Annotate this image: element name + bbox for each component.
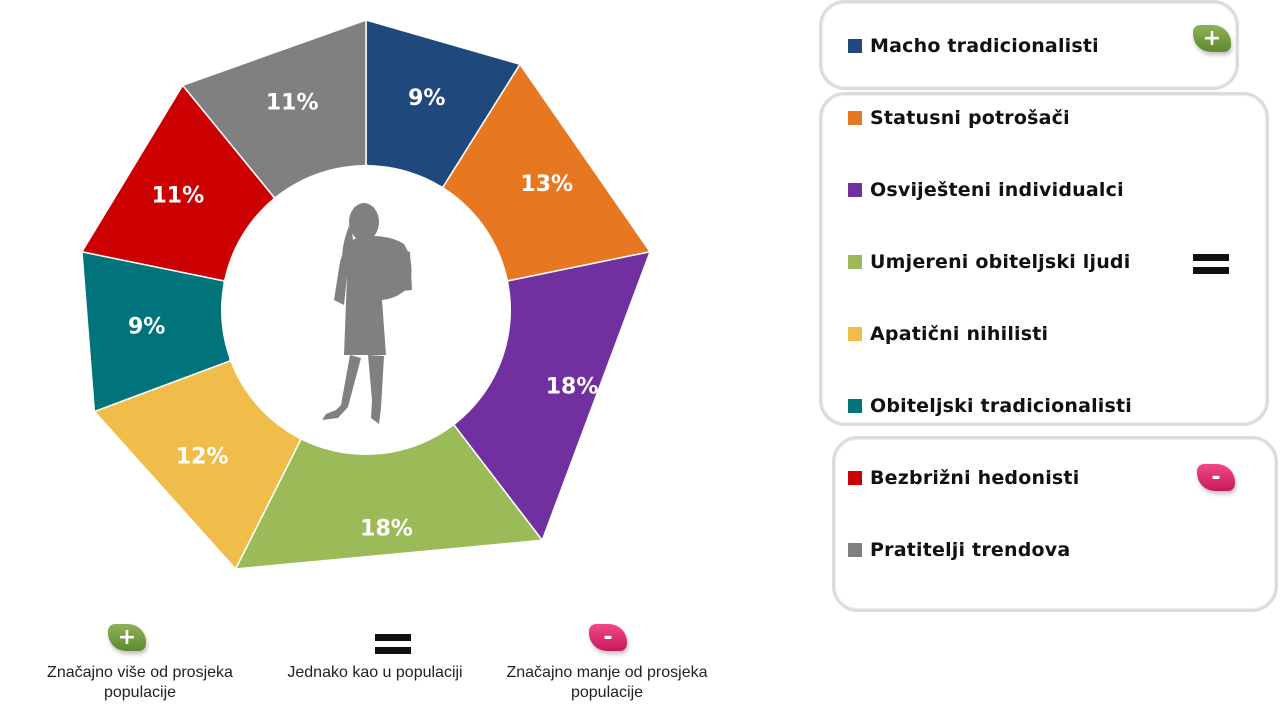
slice-value-label: 9%	[128, 315, 165, 340]
legend-swatch	[848, 183, 862, 197]
legend-swatch	[848, 39, 862, 53]
legend-label: Umjereni obiteljski ljudi	[870, 251, 1131, 273]
legend-swatch	[848, 471, 862, 485]
legend-item-macho-tradicionalisti: Macho tradicionalisti	[848, 34, 1099, 58]
donut-slices	[80, 18, 652, 571]
legend-group-above-average	[819, 0, 1239, 90]
slice-value-label: 11%	[266, 90, 319, 115]
slice-value-label: 18%	[360, 517, 413, 542]
minus-badge-icon: -	[1197, 464, 1235, 491]
legend-label: Osviješteni individualci	[870, 179, 1124, 201]
key-minus-caption: Značajno manje od prosjeka populacije	[506, 664, 708, 701]
legend-item-pratitelji-trendova: Pratitelji trendova	[848, 538, 1070, 562]
key-equal-sign-icon	[375, 634, 411, 660]
legend-swatch	[848, 543, 862, 557]
legend-swatch	[848, 255, 862, 269]
woman-silhouette-icon	[322, 203, 412, 424]
legend-swatch	[848, 327, 862, 341]
legend-label: Apatični nihilisti	[870, 323, 1049, 345]
legend-item-statusni-potrosaci: Statusni potrošači	[848, 106, 1070, 130]
plus-badge-icon: +	[1193, 25, 1231, 52]
legend-swatch	[848, 399, 862, 413]
legend-item-apaticni-nihilisti: Apatični nihilisti	[848, 322, 1048, 346]
legend-item-bezbrizni-hedonisti: Bezbrižni hedonisti	[848, 466, 1079, 490]
key-minus-badge-icon: -	[589, 624, 627, 651]
slice-value-label: 13%	[520, 172, 573, 197]
legend-label: Obiteljski tradicionalisti	[870, 395, 1133, 417]
legend-label: Macho tradicionalisti	[870, 35, 1099, 57]
slice-value-label: 9%	[408, 86, 445, 111]
equal-sign-icon	[1193, 254, 1229, 280]
legend-swatch	[848, 111, 862, 125]
slice-value-label: 11%	[151, 184, 204, 209]
legend-label: Statusni potrošači	[870, 107, 1070, 129]
key-equal-caption: Jednako kao u populaciji	[287, 664, 463, 681]
key-plus-badge-icon: +	[108, 624, 146, 651]
legend-item-osvijesteni-individualci: Osviješteni individualci	[848, 178, 1124, 202]
legend-item-obiteljski-tradicionalisti: Obiteljski tradicionalisti	[848, 394, 1132, 418]
slice-value-label: 12%	[176, 444, 229, 469]
legend-label: Bezbrižni hedonisti	[870, 467, 1080, 489]
key-plus-caption: Značajno više od prosjeka populacije	[47, 664, 233, 701]
slice-value-label: 18%	[546, 375, 599, 400]
donut-slice-labels: 9% 13% 18% 18% 12% 9% 11% 11%	[128, 86, 598, 541]
legend-item-umjereni-obiteljski-ljudi: Umjereni obiteljski ljudi	[848, 250, 1130, 274]
donut-chart: 9% 13% 18% 18% 12% 9% 11% 11%	[80, 18, 652, 571]
legend-label: Pratitelji trendova	[870, 539, 1071, 561]
legend-group-below-average	[832, 436, 1278, 612]
